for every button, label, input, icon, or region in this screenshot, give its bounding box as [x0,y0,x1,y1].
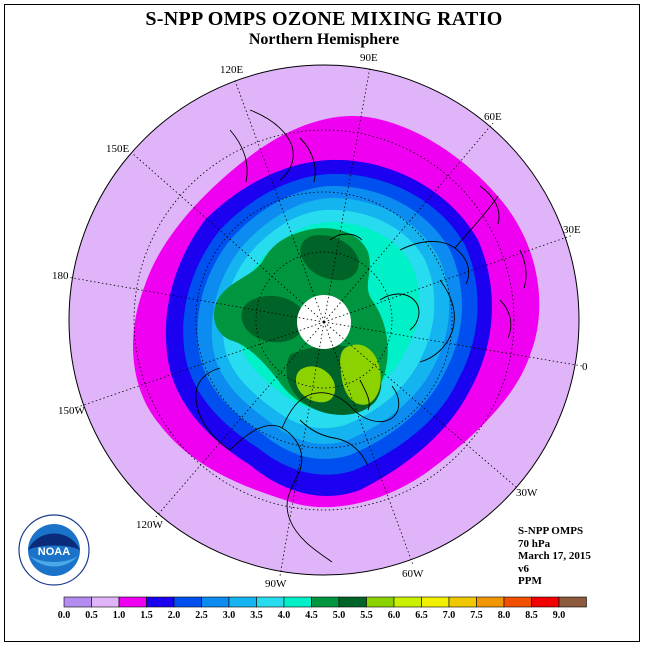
colorbar-tick-label: 7.0 [443,610,456,621]
colorbar-tick-label: 3.0 [223,610,236,621]
colorbar-tick-label: 0.0 [58,610,71,621]
logo-text: NOAA [38,546,70,558]
contour-5-5-6-0-a [300,235,359,281]
colorbar-tick-label: 9.0 [553,610,566,621]
colorbar: 0.0 0.5 1.0 1.5 2.0 2.5 3.0 3.5 4.0 4.5 5.0 5.5 6.0 6… [58,596,587,621]
colorbar-swatch-2 [118,596,147,608]
info-version: v6 [518,562,529,575]
info-instrument: S-NPP OMPS [518,525,584,537]
graticule [66,66,583,577]
map-title: S-NPP OMPS OZONE MIXING RATIO [145,8,503,30]
lon-label-60w: 60W [402,568,424,580]
info-units: PPM [518,575,542,587]
lon-label-120w: 120W [136,519,164,531]
ozone-contours [133,115,540,508]
lon-label-30e: 30E [563,224,581,236]
colorbar-swatch-17 [531,596,560,608]
colorbar-swatch-6 [228,596,257,608]
colorbar-tick-label: 7.5 [470,610,483,621]
logo-wave [30,556,78,567]
colorbar-swatch-1 [91,596,120,608]
colorbar-swatch-18 [558,596,587,608]
colorbar-swatch-11 [366,596,395,608]
colorbar-swatch-13 [421,596,450,608]
colorbar-tick-label: 6.5 [415,610,428,621]
colorbar-tick-label: 8.0 [498,610,511,621]
colorbar-swatch-5 [201,596,230,608]
colorbar-tick-label: 1.5 [140,610,153,621]
colorbar-swatch-12 [393,596,422,608]
colorbar-tick-label: 5.5 [360,610,373,621]
info-date: March 17, 2015 [518,550,591,562]
lon-label-90e: 90E [360,52,378,64]
lon-label-30w: 30W [516,487,538,499]
colorbar-swatch-7 [256,596,285,608]
colorbar-tick-label: 4.0 [278,610,291,621]
colorbar-swatch-0 [63,596,92,608]
colorbar-tick-label: 0.5 [85,610,98,621]
lon-label-0: 0 [582,361,588,373]
noaa-logo: NOAA [18,514,90,586]
colorbar-tick-label: 2.5 [195,610,208,621]
colorbar-tick-label: 5.0 [333,610,346,621]
map-boundary [68,64,580,576]
colorbar-tick-label: 6.0 [388,610,401,621]
colorbar-swatch-10 [338,596,367,608]
contour-6-0-6-5-a [340,344,381,405]
lon-label-60e: 60E [484,111,502,123]
colorbar-tick-label: 3.5 [250,610,263,621]
lon-label-120e: 120E [220,64,244,76]
colorbar-swatch-16 [503,596,532,608]
colorbar-tick-label: 4.5 [305,610,318,621]
info-level: 70 hPa [518,537,551,550]
colorbar-swatch-8 [283,596,312,608]
lon-label-180: 180 [52,270,69,282]
colorbar-swatch-15 [476,596,505,608]
colorbar-swatch-14 [448,596,477,608]
lon-label-150w: 150W [58,405,86,417]
lon-label-90w: 90W [265,578,287,590]
plot-frame [4,4,640,642]
map-subtitle: Northern Hemisphere [248,31,400,48]
colorbar-swatch-4 [173,596,202,608]
contour-5-5-6-0-b [241,295,305,343]
info-box: S-NPP OMPS 70 hPa March 17, 2015 v6 PPM [518,525,591,588]
lon-label-150e: 150E [106,143,130,155]
colorbar-swatch-3 [146,596,175,608]
coastlines [195,109,527,563]
colorbar-tick-label: 8.5 [525,610,538,621]
colorbar-tick-label: 2.0 [168,610,181,621]
colorbar-swatch-9 [311,596,340,608]
colorbar-tick-label: 1.0 [113,610,126,621]
logo-upper-bird [28,533,80,550]
